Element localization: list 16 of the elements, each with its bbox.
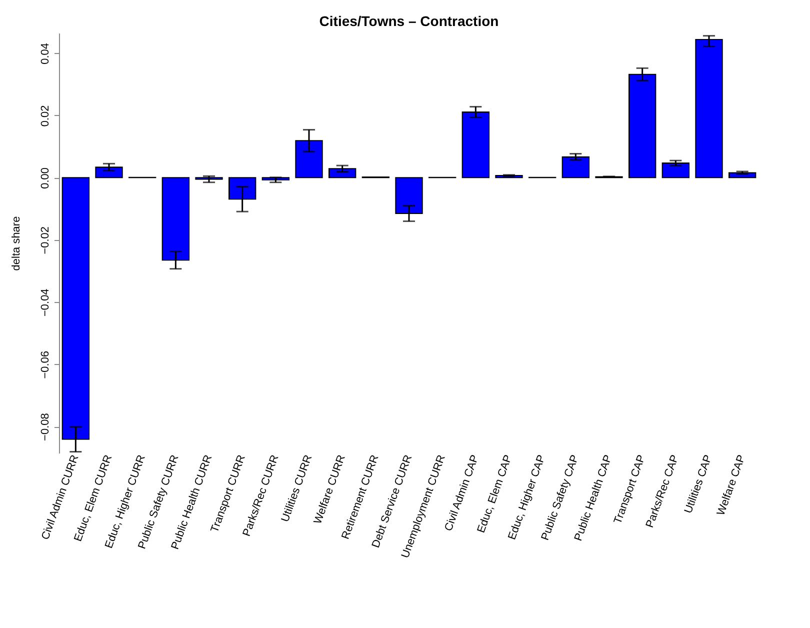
bar bbox=[562, 156, 590, 178]
y-tick-label: 0.00 bbox=[40, 167, 52, 189]
x-tick-label: Utilities CURR bbox=[279, 453, 315, 524]
chart-title: Cities/Towns – Contraction bbox=[319, 13, 499, 29]
x-tick-label: Utilities CAP bbox=[682, 453, 715, 515]
y-tick-label: 0.04 bbox=[40, 43, 52, 64]
bar bbox=[95, 166, 123, 178]
y-axis-title: delta share bbox=[10, 216, 22, 271]
y-tick-label: 0.02 bbox=[40, 105, 52, 127]
bar bbox=[662, 162, 690, 178]
y-tick-label: −0.02 bbox=[40, 226, 52, 254]
y-tick-label: −0.04 bbox=[40, 288, 52, 317]
bar bbox=[328, 168, 356, 178]
bar bbox=[695, 39, 723, 178]
y-tick-label: −0.08 bbox=[40, 413, 52, 441]
y-tick-label: −0.06 bbox=[40, 350, 52, 379]
